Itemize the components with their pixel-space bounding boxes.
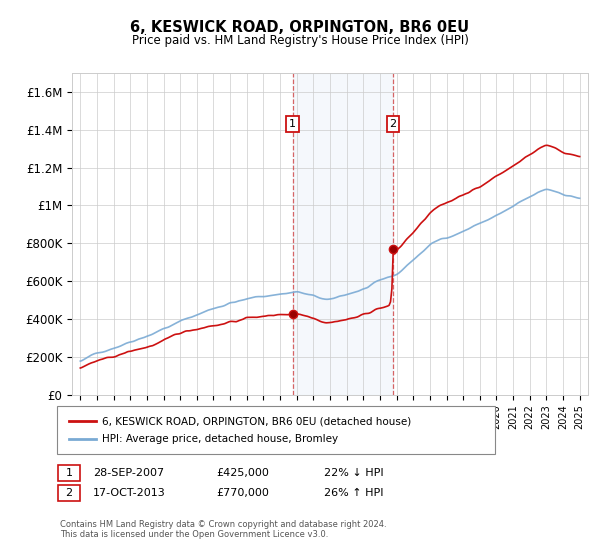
Text: 22% ↓ HPI: 22% ↓ HPI — [324, 468, 383, 478]
Text: 17-OCT-2013: 17-OCT-2013 — [93, 488, 166, 498]
Text: 2: 2 — [65, 488, 73, 498]
Text: 1: 1 — [289, 119, 296, 129]
Text: 26% ↑ HPI: 26% ↑ HPI — [324, 488, 383, 498]
Text: Contains HM Land Registry data © Crown copyright and database right 2024.
This d: Contains HM Land Registry data © Crown c… — [60, 520, 386, 539]
Text: 6, KESWICK ROAD, ORPINGTON, BR6 0EU (detached house): 6, KESWICK ROAD, ORPINGTON, BR6 0EU (det… — [102, 417, 411, 426]
Text: £425,000: £425,000 — [216, 468, 269, 478]
Text: HPI: Average price, detached house, Bromley: HPI: Average price, detached house, Brom… — [102, 434, 338, 444]
Text: Price paid vs. HM Land Registry's House Price Index (HPI): Price paid vs. HM Land Registry's House … — [131, 34, 469, 46]
Bar — [293, 73, 393, 395]
Text: 6, KESWICK ROAD, ORPINGTON, BR6 0EU: 6, KESWICK ROAD, ORPINGTON, BR6 0EU — [130, 20, 470, 35]
Text: 2: 2 — [389, 119, 397, 129]
Text: 1: 1 — [65, 468, 73, 478]
Text: £770,000: £770,000 — [216, 488, 269, 498]
Text: 28-SEP-2007: 28-SEP-2007 — [93, 468, 164, 478]
